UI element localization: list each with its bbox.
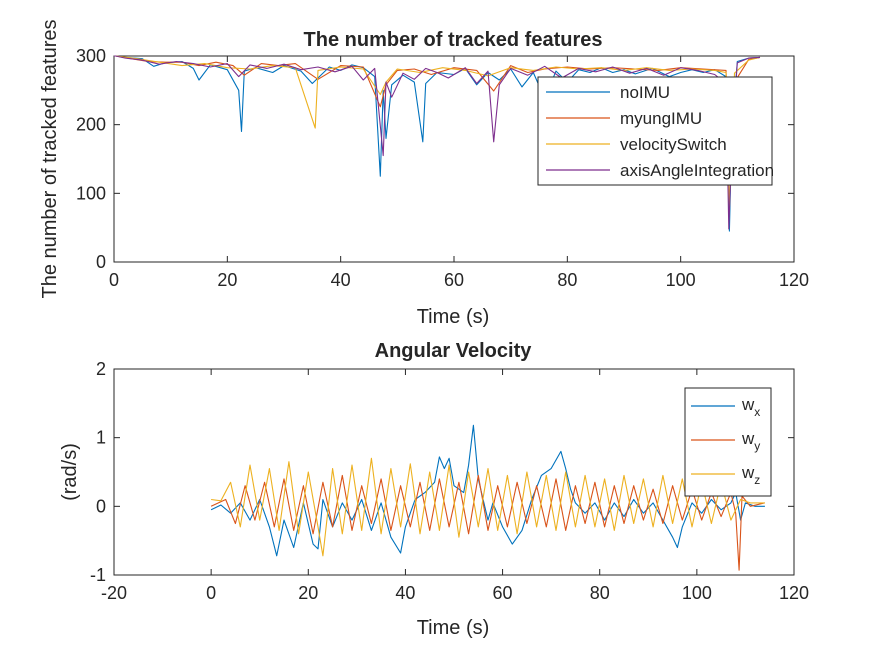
- features-ytick-label: 0: [96, 252, 106, 272]
- legend-label-velocitySwitch: velocitySwitch: [620, 135, 727, 154]
- features-series-myungIMU: [114, 55, 761, 182]
- angular-velocity-xtick-label: 100: [682, 583, 712, 603]
- features-xtick-label: 120: [779, 270, 809, 290]
- features-xtick-label: 60: [444, 270, 464, 290]
- angular-velocity-ytick-label: 0: [96, 496, 106, 516]
- legend-label-wy: wy: [741, 429, 760, 453]
- angular-velocity-chart: Angular Velocity -20 0 20 40 60 80 100 120 -1 0 1 2…: [59, 340, 809, 639]
- features-chart: The number of tracked features 0 20 40 60 80…: [39, 19, 809, 328]
- angular-velocity-series-wy: [210, 474, 766, 571]
- features-chart-ylabel: The number of tracked features: [39, 19, 61, 298]
- angular-velocity-chart-ticks: -20 0 20 40 60 80 100 120 -1 0 1 2: [90, 359, 809, 603]
- angular-velocity-chart-plot-area: [113, 368, 795, 576]
- features-ytick-label: 200: [76, 115, 106, 135]
- legend-entry-wz: wz: [691, 463, 760, 487]
- angular-velocity-chart-ylabel: (rad/s): [59, 443, 81, 501]
- features-xtick-label: 80: [557, 270, 577, 290]
- legend-entry-wx: wx: [691, 395, 760, 419]
- angular-velocity-xtick-label: 40: [395, 583, 415, 603]
- angular-velocity-ytick-label: -1: [90, 565, 106, 585]
- angular-velocity-xtick-label: -20: [101, 583, 127, 603]
- features-ytick-label: 100: [76, 183, 106, 203]
- legend-label-wx: wx: [741, 395, 760, 419]
- angular-velocity-xtick-label: 120: [779, 583, 809, 603]
- angular-velocity-ytick-label: 1: [96, 428, 106, 448]
- angular-velocity-xtick-label: 0: [206, 583, 216, 603]
- legend-entry-axisAngleIntegration: axisAngleIntegration: [546, 161, 774, 180]
- legend-label-wz: wz: [741, 463, 760, 487]
- features-legend-box: [537, 76, 773, 186]
- angular-velocity-xtick-label: 80: [590, 583, 610, 603]
- features-chart-ticks: 0 20 40 60 80 100 120 0 100 200 300: [76, 46, 809, 290]
- angular-velocity-chart-series: [210, 424, 766, 571]
- angular-velocity-chart-xlabel: Time (s): [417, 617, 490, 639]
- angular-velocity-chart-title: Angular Velocity: [375, 340, 533, 362]
- angular-velocity-xtick-label: 20: [298, 583, 318, 603]
- legend-label-axisAngleIntegration: axisAngleIntegration: [620, 161, 774, 180]
- features-xtick-label: 100: [666, 270, 696, 290]
- legend-entry-velocitySwitch: velocitySwitch: [546, 135, 727, 154]
- features-chart-series: [114, 55, 761, 232]
- angular-velocity-legend: wx wy wz: [684, 387, 772, 497]
- features-xtick-label: 20: [217, 270, 237, 290]
- legend-entry-myungIMU: myungIMU: [546, 109, 702, 128]
- angular-velocity-series-wz: [211, 457, 765, 557]
- legend-label-myungIMU: myungIMU: [620, 109, 702, 128]
- features-chart-xlabel: Time (s): [417, 306, 490, 328]
- features-chart-legend: noIMU myungIMU velocitySwitch axisAngleI…: [537, 76, 774, 186]
- angular-velocity-xtick-label: 60: [493, 583, 513, 603]
- features-ytick-label: 300: [76, 46, 106, 66]
- legend-entry-noIMU: noIMU: [546, 83, 670, 102]
- features-series-axisAngleIntegration: [114, 55, 761, 230]
- features-xtick-label: 40: [331, 270, 351, 290]
- features-series-noIMU: [114, 55, 761, 232]
- features-chart-title: The number of tracked features: [304, 29, 603, 51]
- angular-velocity-ytick-label: 2: [96, 359, 106, 379]
- legend-entry-wy: wy: [691, 429, 760, 453]
- features-xtick-label: 0: [109, 270, 119, 290]
- legend-label-noIMU: noIMU: [620, 83, 670, 102]
